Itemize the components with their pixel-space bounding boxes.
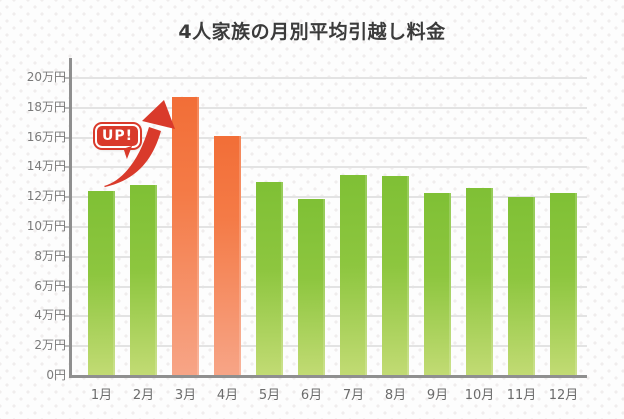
y-tick-18万円 bbox=[64, 107, 71, 109]
y-tick-20万円 bbox=[64, 77, 71, 79]
bar-7月 bbox=[340, 175, 367, 376]
y-tick-14万円 bbox=[64, 166, 71, 168]
y-axis-label-20万円: 20万円 bbox=[26, 70, 66, 84]
y-tick-12万円 bbox=[64, 196, 71, 198]
y-axis-label-4万円: 4万円 bbox=[34, 308, 66, 322]
x-axis-label-2月: 2月 bbox=[132, 388, 155, 403]
y-axis-label-8万円: 8万円 bbox=[34, 249, 66, 263]
y-axis-label-18万円: 18万円 bbox=[26, 100, 66, 114]
x-axis-label-11月: 11月 bbox=[506, 388, 537, 403]
up-badge: UP! bbox=[95, 124, 140, 160]
chart-title: 4人家族の月別平均引越し料金 bbox=[178, 21, 446, 43]
bar-6月 bbox=[298, 199, 325, 376]
bar-9月 bbox=[424, 193, 451, 376]
bar-5月 bbox=[256, 182, 283, 376]
gridline-14万円 bbox=[71, 166, 587, 168]
x-axis-label-3月: 3月 bbox=[174, 388, 197, 403]
gridline-12万円 bbox=[71, 196, 587, 198]
x-axis-label-6月: 6月 bbox=[300, 388, 323, 403]
x-axis-label-7月: 7月 bbox=[342, 388, 365, 403]
y-tick-16万円 bbox=[64, 137, 71, 139]
y-tick-10万円 bbox=[64, 226, 71, 228]
x-axis-label-8月: 8月 bbox=[384, 388, 407, 403]
x-axis-label-9月: 9月 bbox=[426, 388, 449, 403]
bar-12月 bbox=[550, 193, 577, 376]
bar-3月 bbox=[172, 97, 199, 376]
x-axis-label-10月: 10月 bbox=[464, 388, 495, 403]
bar-8月 bbox=[382, 176, 409, 376]
y-axis-label-10万円: 10万円 bbox=[26, 219, 66, 233]
bar-11月 bbox=[508, 197, 535, 376]
y-axis-label-0円: 0円 bbox=[46, 368, 66, 382]
x-axis-label-5月: 5月 bbox=[258, 388, 281, 403]
y-axis-label-16万円: 16万円 bbox=[26, 130, 66, 144]
x-axis-label-4月: 4月 bbox=[216, 388, 239, 403]
bar-4月 bbox=[214, 136, 241, 376]
y-axis-label-6万円: 6万円 bbox=[34, 279, 66, 293]
y-axis-label-14万円: 14万円 bbox=[26, 159, 66, 173]
gridline-18万円 bbox=[71, 107, 587, 109]
up-badge-tail bbox=[123, 145, 136, 160]
y-tick-8万円 bbox=[64, 256, 71, 258]
gridline-16万円 bbox=[71, 137, 587, 139]
gridline-4万円 bbox=[71, 315, 587, 317]
gridline-8万円 bbox=[71, 256, 587, 258]
x-axis-label-1月: 1月 bbox=[90, 388, 113, 403]
y-tick-6万円 bbox=[64, 286, 71, 288]
y-tick-2万円 bbox=[64, 345, 71, 347]
y-axis-line bbox=[69, 58, 72, 378]
gridline-10万円 bbox=[71, 226, 587, 228]
bar-2月 bbox=[130, 185, 157, 376]
gridline-6万円 bbox=[71, 286, 587, 288]
gridline-2万円 bbox=[71, 345, 587, 347]
x-axis-label-12月: 12月 bbox=[548, 388, 579, 403]
up-badge-label: UP! bbox=[101, 128, 133, 144]
x-axis-line bbox=[69, 375, 587, 378]
y-tick-4万円 bbox=[64, 315, 71, 317]
bar-1月 bbox=[88, 191, 115, 376]
bar-10月 bbox=[466, 188, 493, 376]
gridline-20万円 bbox=[71, 77, 587, 79]
y-axis-label-12万円: 12万円 bbox=[26, 189, 66, 203]
y-axis-label-2万円: 2万円 bbox=[34, 338, 66, 352]
